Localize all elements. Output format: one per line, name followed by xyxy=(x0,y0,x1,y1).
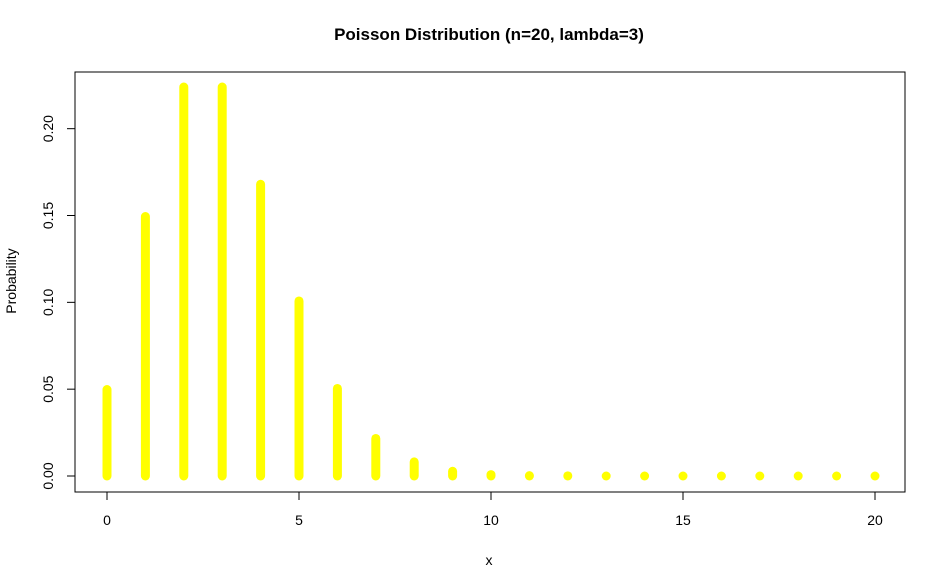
x-axis-label: x xyxy=(486,552,493,568)
x-tick-label-0: 0 xyxy=(103,512,111,528)
y-tick-label-0.05: 0.05 xyxy=(40,375,56,402)
y-tick-label-0.00: 0.00 xyxy=(40,462,56,489)
x-tick-label-15: 15 xyxy=(675,512,691,528)
plot-frame xyxy=(74,71,906,493)
x-tick-label-10: 10 xyxy=(483,512,499,528)
spikes xyxy=(102,82,880,481)
y-tick-label-0.20: 0.20 xyxy=(40,115,56,142)
x-tick-label-20: 20 xyxy=(867,512,883,528)
y-axis-label: Probability xyxy=(3,248,19,313)
x-tick-label-5: 5 xyxy=(295,512,303,528)
x-axis: 0 5 10 15 20 xyxy=(103,492,883,528)
y-axis: 0.00 0.05 0.10 0.15 0.20 xyxy=(40,115,75,490)
chart-title: Poisson Distribution (n=20, lambda=3) xyxy=(334,25,644,44)
y-tick-label-0.15: 0.15 xyxy=(40,202,56,229)
y-tick-label-0.10: 0.10 xyxy=(40,289,56,316)
